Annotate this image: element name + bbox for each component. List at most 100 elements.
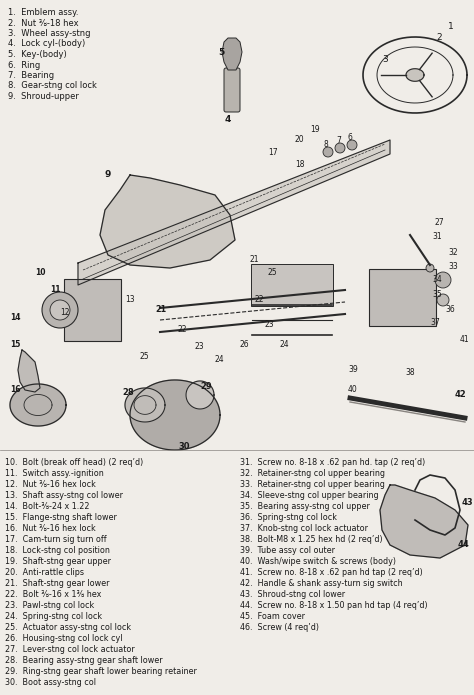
Polygon shape — [406, 69, 424, 81]
Text: 11: 11 — [50, 285, 61, 294]
Text: 34.  Sleeve-stng col upper bearing: 34. Sleeve-stng col upper bearing — [240, 491, 379, 500]
Text: 4: 4 — [225, 115, 231, 124]
Text: 3.  Wheel assy-stng: 3. Wheel assy-stng — [8, 29, 91, 38]
Text: 32.  Retainer-stng col upper bearing: 32. Retainer-stng col upper bearing — [240, 469, 385, 478]
Text: 21: 21 — [250, 255, 259, 264]
Circle shape — [435, 272, 451, 288]
Text: 36.  Spring-stng col lock: 36. Spring-stng col lock — [240, 513, 337, 522]
Text: 5.  Key-(body): 5. Key-(body) — [8, 50, 67, 59]
Text: 44: 44 — [458, 540, 470, 549]
Text: 9.  Shroud-upper: 9. Shroud-upper — [8, 92, 79, 101]
Text: 10.  Bolt (break off head) (2 req’d): 10. Bolt (break off head) (2 req’d) — [5, 458, 143, 467]
FancyBboxPatch shape — [64, 279, 121, 341]
Text: 39.  Tube assy col outer: 39. Tube assy col outer — [240, 546, 335, 555]
Text: 23: 23 — [265, 320, 274, 329]
Text: 40: 40 — [348, 385, 358, 394]
Polygon shape — [222, 38, 242, 70]
FancyBboxPatch shape — [224, 68, 240, 112]
Text: 28: 28 — [122, 388, 134, 397]
Text: 17.  Cam-turn sig turn off: 17. Cam-turn sig turn off — [5, 535, 107, 544]
Text: 39: 39 — [348, 365, 358, 374]
Text: 22: 22 — [255, 295, 264, 304]
Text: 7.  Bearing: 7. Bearing — [8, 71, 54, 80]
Text: 22: 22 — [178, 325, 188, 334]
Circle shape — [50, 300, 70, 320]
Text: 23: 23 — [195, 342, 205, 351]
Text: 35: 35 — [432, 290, 442, 299]
Text: 31.  Screw no. 8-18 x .62 pan hd. tap (2 req’d): 31. Screw no. 8-18 x .62 pan hd. tap (2 … — [240, 458, 425, 467]
Text: 20.  Anti-rattle clips: 20. Anti-rattle clips — [5, 568, 84, 577]
Text: 23.  Pawl-stng col lock: 23. Pawl-stng col lock — [5, 601, 94, 610]
Text: 24.  Spring-stng col lock: 24. Spring-stng col lock — [5, 612, 102, 621]
Text: 38: 38 — [405, 368, 415, 377]
Text: 20: 20 — [295, 135, 305, 144]
Text: 24: 24 — [280, 340, 290, 349]
FancyBboxPatch shape — [369, 269, 436, 326]
Polygon shape — [18, 350, 40, 392]
Text: 8.  Gear-stng col lock: 8. Gear-stng col lock — [8, 81, 97, 90]
Circle shape — [323, 147, 333, 157]
Text: 33: 33 — [448, 262, 458, 271]
Text: 21.  Shaft-stng gear lower: 21. Shaft-stng gear lower — [5, 579, 109, 588]
Text: 24: 24 — [215, 355, 225, 364]
Text: 25: 25 — [140, 352, 150, 361]
Text: 28.  Bearing assy-stng gear shaft lower: 28. Bearing assy-stng gear shaft lower — [5, 656, 163, 665]
Text: 3: 3 — [382, 55, 388, 64]
Polygon shape — [78, 140, 390, 285]
Text: 14: 14 — [10, 313, 20, 322]
Text: 33.  Retainer-stng col upper bearing: 33. Retainer-stng col upper bearing — [240, 480, 385, 489]
Text: 42.  Handle & shank assy-turn sig switch: 42. Handle & shank assy-turn sig switch — [240, 579, 402, 588]
Text: 10: 10 — [35, 268, 46, 277]
Circle shape — [437, 294, 449, 306]
Text: 44.  Screw no. 8-18 x 1.50 pan hd tap (4 req’d): 44. Screw no. 8-18 x 1.50 pan hd tap (4 … — [240, 601, 428, 610]
Text: 27.  Lever-stng col lock actuator: 27. Lever-stng col lock actuator — [5, 645, 135, 654]
Text: 30: 30 — [178, 442, 190, 451]
Text: 35.  Bearing assy-stng col upper: 35. Bearing assy-stng col upper — [240, 502, 370, 511]
Text: 36: 36 — [445, 305, 455, 314]
Text: 19: 19 — [310, 125, 319, 134]
Text: 43: 43 — [462, 498, 474, 507]
Text: 43.  Shroud-stng col lower: 43. Shroud-stng col lower — [240, 590, 345, 599]
Text: 29: 29 — [200, 382, 211, 391]
Text: 41: 41 — [460, 335, 470, 344]
Text: 32: 32 — [448, 248, 457, 257]
Text: 37.  Knob-stng col lock actuator: 37. Knob-stng col lock actuator — [240, 524, 368, 533]
Text: 5: 5 — [218, 48, 224, 57]
Text: 45.  Foam cover: 45. Foam cover — [240, 612, 305, 621]
Text: 18.  Lock-stng col position: 18. Lock-stng col position — [5, 546, 110, 555]
Polygon shape — [186, 381, 214, 409]
Circle shape — [347, 140, 357, 150]
Text: 15.  Flange-stng shaft lower: 15. Flange-stng shaft lower — [5, 513, 117, 522]
Text: 30.  Boot assy-stng col: 30. Boot assy-stng col — [5, 678, 96, 687]
Text: 2: 2 — [436, 33, 442, 42]
Text: 31: 31 — [432, 232, 442, 241]
Text: 25: 25 — [268, 268, 278, 277]
Text: 2.  Nut ⅜-18 hex: 2. Nut ⅜-18 hex — [8, 19, 79, 28]
Text: 4.  Lock cyl-(body): 4. Lock cyl-(body) — [8, 40, 85, 49]
Text: 8: 8 — [324, 140, 329, 149]
Text: 6: 6 — [348, 133, 353, 142]
FancyBboxPatch shape — [251, 264, 333, 306]
Text: 16: 16 — [10, 385, 20, 394]
Text: 38.  Bolt-M8 x 1.25 hex hd (2 req’d): 38. Bolt-M8 x 1.25 hex hd (2 req’d) — [240, 535, 383, 544]
Circle shape — [426, 264, 434, 272]
Text: 27: 27 — [435, 218, 445, 227]
Text: 40.  Wash/wipe switch & screws (body): 40. Wash/wipe switch & screws (body) — [240, 557, 396, 566]
Text: 11.  Switch assy.-ignition: 11. Switch assy.-ignition — [5, 469, 104, 478]
Polygon shape — [125, 388, 165, 422]
Text: 12.  Nut ⅜-16 hex lock: 12. Nut ⅜-16 hex lock — [5, 480, 96, 489]
Text: 1.  Emblem assy.: 1. Emblem assy. — [8, 8, 79, 17]
Text: 22.  Bolt ⅜-16 x 1⅜ hex: 22. Bolt ⅜-16 x 1⅜ hex — [5, 590, 101, 599]
Text: 26: 26 — [240, 340, 250, 349]
Text: 42: 42 — [455, 390, 467, 399]
Text: 1: 1 — [448, 22, 454, 31]
Text: 7: 7 — [336, 136, 341, 145]
Polygon shape — [380, 485, 468, 558]
Text: 17: 17 — [268, 148, 278, 157]
Circle shape — [42, 292, 78, 328]
Text: 41.  Screw no. 8-18 x .62 pan hd tap (2 req’d): 41. Screw no. 8-18 x .62 pan hd tap (2 r… — [240, 568, 423, 577]
Polygon shape — [100, 175, 235, 268]
Text: 15: 15 — [10, 340, 20, 349]
Text: 16.  Nut ⅜-16 hex lock: 16. Nut ⅜-16 hex lock — [5, 524, 96, 533]
Text: 6.  Ring: 6. Ring — [8, 60, 40, 70]
